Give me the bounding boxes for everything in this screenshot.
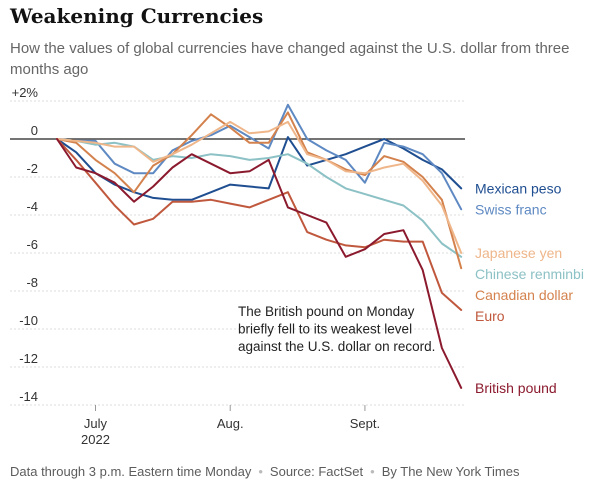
y-axis: +2% 0 -2 -4 -6 -8 -10 -12 -14 xyxy=(12,85,39,404)
footer: Data through 3 p.m. Eastern time Monday •… xyxy=(10,464,519,479)
y-tick-label: +2% xyxy=(12,85,39,100)
legend-label-mexican-peso: Mexican peso xyxy=(475,180,562,196)
x-tick-label: Sept. xyxy=(350,416,380,431)
legend-label-canadian-dollar: Canadian dollar xyxy=(475,287,573,303)
footer-separator: • xyxy=(370,464,375,479)
legend-label-chinese-renminbi: Chinese renminbi xyxy=(475,266,584,282)
y-tick-label: 0 xyxy=(31,123,38,138)
gridlines xyxy=(10,100,465,406)
annotation: The British pound on Monday briefly fell … xyxy=(238,304,435,354)
series-line-british-pound xyxy=(56,138,463,389)
y-tick-label: -8 xyxy=(26,275,38,290)
y-tick-label: -6 xyxy=(26,237,38,252)
series-line-japanese-yen xyxy=(56,120,463,254)
series-line-chinese-renminbi xyxy=(56,138,463,258)
legend: Mexican peso Swiss franc Japanese yen Chine… xyxy=(475,180,584,396)
annotation-line: against the U.S. dollar on record. xyxy=(238,339,435,354)
chart-subtitle: How the values of global currencies have… xyxy=(10,40,570,78)
x-tick-label: July xyxy=(84,416,108,431)
series-line-swiss-franc xyxy=(56,103,463,211)
legend-label-british-pound: British pound xyxy=(475,380,557,396)
legend-label-euro: Euro xyxy=(475,308,505,324)
annotation-line: briefly fell to its weakest level xyxy=(238,322,412,337)
y-tick-label: -12 xyxy=(19,351,38,366)
y-tick-label: -14 xyxy=(19,389,38,404)
footer-note: Data through 3 p.m. Eastern time Monday xyxy=(10,464,252,479)
footer-source: Source: FactSet xyxy=(269,464,364,479)
y-tick-label: -10 xyxy=(19,313,38,328)
y-tick-label: -4 xyxy=(26,199,38,214)
legend-label-japanese-yen: Japanese yen xyxy=(475,245,562,261)
footer-credit: By The New York Times xyxy=(381,464,520,479)
chart-title: Weakening Currencies xyxy=(10,4,264,28)
x-tick-label: Aug. xyxy=(217,416,244,431)
y-tick-label: -2 xyxy=(26,161,38,176)
series-line-euro xyxy=(56,138,463,311)
footer-separator: • xyxy=(258,464,263,479)
series-line-canadian-dollar xyxy=(56,111,463,270)
x-tick-sublabel: 2022 xyxy=(81,432,110,447)
legend-label-swiss-franc: Swiss franc xyxy=(475,201,547,217)
series-lines xyxy=(56,103,463,389)
annotation-line: The British pound on Monday xyxy=(238,304,415,319)
